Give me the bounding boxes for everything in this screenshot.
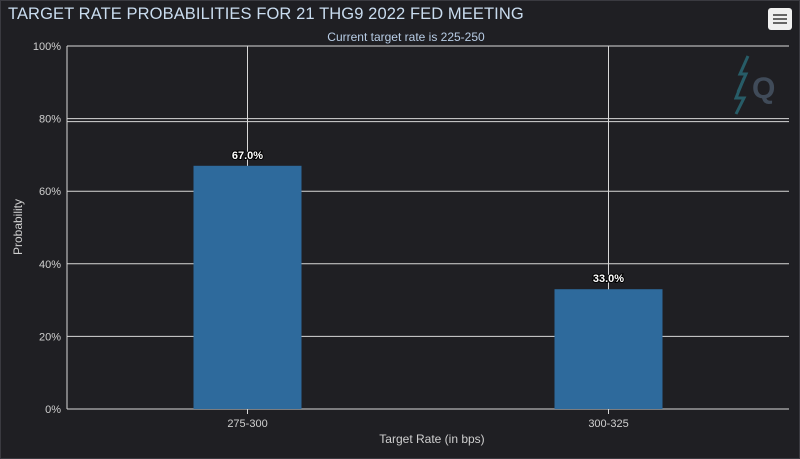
x-tick-label: 275-300 (227, 418, 267, 430)
bar[interactable] (193, 165, 302, 409)
x-axis-title: Target Rate (in bps) (379, 432, 484, 446)
axes: 0% 20% 40% 60% 80% 100% 275-300 300-325 (33, 41, 629, 430)
chart-title: TARGET RATE PROBABILITIES FOR 21 THG9 20… (8, 5, 524, 23)
bars (193, 165, 663, 409)
data-labels: 67.0% 33.0% (231, 149, 625, 286)
y-tick-label: 80% (39, 114, 61, 126)
bar-data-label: 67.0% (232, 150, 263, 162)
y-tick-label: 100% (33, 41, 61, 53)
quikstrike-logo-icon: Q (734, 55, 775, 115)
hamburger-menu-icon-line-3 (773, 22, 787, 24)
svg-text:Q: Q (752, 72, 775, 105)
y-tick-label: 40% (39, 259, 61, 271)
bar-data-label: 33.0% (593, 273, 624, 285)
y-tick-label: 60% (39, 186, 61, 198)
y-tick-label: 20% (39, 331, 61, 343)
chart-subtitle: Current target rate is 225-250 (327, 30, 485, 44)
y-axis-title: Probability (11, 199, 25, 255)
y-tick-label: 0% (45, 404, 61, 416)
x-tick-label: 300-325 (588, 418, 628, 430)
grid-lines (67, 45, 789, 410)
hamburger-menu-icon-line-2 (773, 18, 787, 20)
chart-menu-button[interactable] (768, 8, 792, 30)
hamburger-menu-icon-line-1 (773, 14, 787, 16)
bar[interactable] (554, 289, 663, 409)
